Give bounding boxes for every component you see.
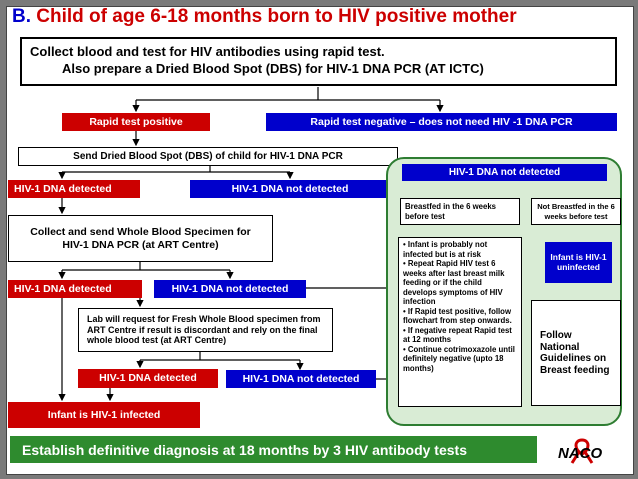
logo-text: NACO [558, 445, 602, 462]
advice-item: • Infant is probably not infected but is… [403, 240, 488, 259]
panel-header-node: HIV-1 DNA not detected [402, 164, 607, 181]
naco-logo: NACO [552, 436, 622, 464]
dna-detected-node-1: HIV-1 DNA detected [8, 180, 140, 198]
advice-list: • Infant is probably not infected but is… [398, 237, 522, 407]
lab-request-node: Lab will request for Fresh Whole Blood s… [78, 308, 333, 352]
collect-whole-blood-node: Collect and send Whole Blood Specimen fo… [8, 215, 273, 262]
dna-detected-node-2: HIV-1 DNA detected [8, 280, 142, 298]
advice-item: • If negative repeat Rapid test at 12 mo… [403, 325, 512, 345]
dna-not-detected-node-1: HIV-1 DNA not detected [190, 180, 390, 198]
title-label: B. [12, 6, 31, 27]
rapid-positive-node: Rapid test positive [62, 113, 210, 131]
advice-item: • Repeat Rapid HIV test 6 weeks after la… [403, 259, 505, 306]
breastfed-node: Breastfed in the 6 weeks before test [400, 198, 520, 225]
dna-not-detected-node-3: HIV-1 DNA not detected [226, 370, 376, 388]
intro-line1: Collect blood and test for HIV antibodie… [30, 44, 385, 59]
rapid-negative-node: Rapid test negative – does not need HIV … [266, 113, 617, 131]
title-text: Child of age 6-18 months born to HIV pos… [36, 6, 517, 27]
send-dbs-node: Send Dried Blood Spot (DBS) of child for… [18, 147, 398, 166]
infant-infected-node: Infant is HIV-1 infected [8, 402, 200, 428]
intro-box: Collect blood and test for HIV antibodie… [20, 37, 617, 86]
advice-item: • Continue cotrimoxazole until definitel… [403, 344, 515, 373]
dna-detected-node-3: HIV-1 DNA detected [78, 369, 218, 388]
advice-item: • If Rapid test positive, follow flowcha… [403, 306, 512, 326]
infant-uninfected-node: Infant is HIV-1 uninfected [545, 242, 612, 283]
not-breastfed-node: Not Breastfed in the 6 weeks before test [531, 198, 621, 225]
follow-guidelines-node: Follow National Guidelines on Breast fee… [531, 300, 621, 406]
intro-line2: Also prepare a Dried Blood Spot (DBS) fo… [62, 61, 484, 76]
red-ribbon-icon: NACO [558, 438, 602, 464]
footer-bar: Establish definitive diagnosis at 18 mon… [10, 436, 537, 463]
page-title: B. Child of age 6-18 months born to HIV … [12, 6, 517, 28]
dna-not-detected-node-2: HIV-1 DNA not detected [154, 280, 306, 298]
